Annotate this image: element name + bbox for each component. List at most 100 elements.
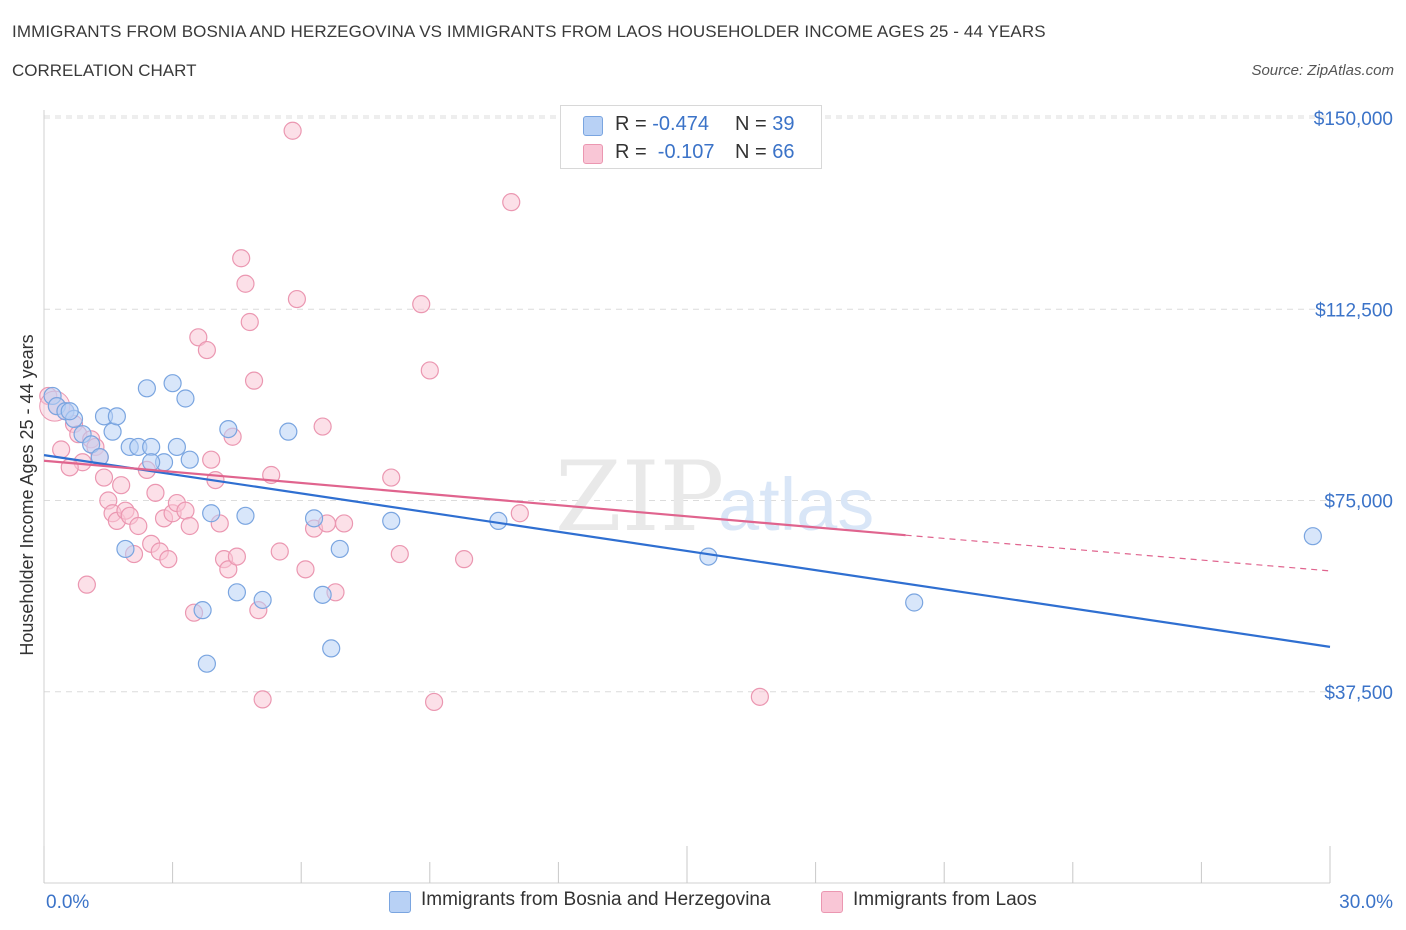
laos-point — [334, 514, 354, 533]
laos-point — [412, 295, 431, 314]
laos-point — [176, 501, 195, 520]
bosnia-point — [699, 547, 718, 566]
bosnia-point — [142, 453, 161, 472]
laos-point — [424, 692, 444, 712]
bosnia-point — [202, 504, 221, 523]
bosnia-point — [304, 509, 324, 528]
axes — [43, 110, 1331, 884]
y-tick-label: $112,500 — [1315, 300, 1393, 321]
legend-label: Immigrants from Laos — [853, 889, 1037, 910]
laos-point — [283, 121, 302, 140]
laos-point — [287, 289, 307, 309]
laos-point — [232, 249, 251, 268]
laos-point — [189, 328, 208, 347]
bosnia-point — [167, 437, 186, 457]
laos-point — [296, 560, 315, 579]
bosnia-swatch — [583, 116, 603, 136]
laos-point — [313, 417, 332, 436]
bosnia-point — [82, 435, 101, 454]
laos-trendline — [43, 459, 906, 537]
legend-label: Immigrants from Bosnia and Herzegovina — [421, 889, 771, 910]
r-value: -0.474 — [652, 113, 709, 135]
series-bosnia — [43, 374, 1322, 673]
r-value: -0.107 — [652, 141, 715, 163]
bosnia-point — [193, 601, 212, 620]
bosnia-point — [236, 506, 255, 525]
y-tick-label: $150,000 — [1314, 109, 1393, 130]
n-value: 39 — [772, 113, 795, 135]
stats-legend: R = -0.474 N = 39 R = -0.107 N = 66 — [560, 105, 822, 169]
series-laos — [39, 121, 769, 712]
laos-point — [270, 542, 289, 561]
laos-point — [112, 476, 131, 495]
laos-point — [253, 690, 272, 709]
x-tick-label-max: 30.0% — [1339, 892, 1393, 913]
n-label: N = — [735, 141, 773, 163]
laos-point — [180, 516, 199, 536]
laos-point — [510, 504, 529, 523]
laos-point — [159, 550, 178, 569]
trendlines — [43, 454, 1331, 648]
laos-point — [227, 547, 246, 566]
laos-point — [94, 468, 114, 487]
bosnia-point — [313, 585, 332, 604]
gridlines — [44, 115, 1330, 693]
watermark-zip: ZIP — [555, 441, 724, 553]
bosnia-point — [1303, 527, 1322, 546]
y-tick-label: $37,500 — [1324, 683, 1393, 704]
laos-point — [77, 575, 96, 594]
bosnia-legend-swatch — [389, 891, 411, 913]
bosnia-point — [116, 539, 135, 559]
bosnia-point — [382, 511, 401, 531]
laos-point — [382, 468, 401, 487]
laos-point — [146, 483, 165, 502]
n-label: N = — [735, 113, 773, 135]
bosnia-point — [107, 407, 126, 426]
y-axis-label: Householder Income Ages 25 - 44 years — [17, 334, 37, 655]
bosnia-point — [253, 590, 272, 610]
bosnia-point — [60, 402, 79, 421]
n-value: 66 — [772, 141, 795, 163]
laos-point — [244, 371, 264, 390]
laos-swatch — [583, 144, 603, 164]
bosnia-point — [322, 639, 341, 658]
laos-point — [420, 361, 439, 380]
bosnia-point — [103, 422, 122, 441]
bosnia-point — [279, 422, 298, 441]
bosnia-trendline — [43, 454, 1331, 648]
r-label: R = — [615, 113, 653, 135]
bosnia-point — [197, 654, 216, 673]
tick-labels: $37,500 $75,000 $112,500 $150,000 0.0% 30.0% — [46, 109, 1393, 913]
bosnia-point — [180, 450, 199, 469]
laos-point — [197, 340, 216, 360]
laos-point — [219, 560, 238, 579]
laos-trendline-extension — [905, 534, 1331, 572]
y-tick-label: $75,000 — [1324, 492, 1393, 513]
bosnia-point — [219, 420, 238, 439]
chart-subtitle: CORRELATION CHART — [12, 61, 197, 80]
laos-point — [390, 544, 409, 564]
laos-point — [454, 550, 474, 569]
bosnia-point — [163, 374, 182, 393]
r-label: R = — [615, 141, 653, 163]
laos-point — [236, 274, 255, 293]
x-tick-label-min: 0.0% — [46, 892, 89, 913]
laos-point — [202, 450, 221, 469]
bosnia-point — [330, 539, 349, 559]
laos-point — [240, 312, 259, 332]
bosnia-point — [176, 389, 195, 408]
laos-point — [502, 193, 521, 212]
laos-point — [129, 516, 148, 536]
bosnia-point — [905, 593, 924, 612]
bosnia-point — [227, 583, 246, 602]
laos-point — [750, 687, 769, 706]
bosnia-point — [137, 379, 156, 398]
laos-point — [52, 440, 71, 459]
watermark-atlas: atlas — [718, 463, 874, 546]
chart-title: IMMIGRANTS FROM BOSNIA AND HERZEGOVINA V… — [12, 22, 1046, 41]
watermark: ZIP atlas — [555, 441, 874, 553]
source-label: Source: ZipAtlas.com — [1251, 62, 1394, 79]
bosnia-point — [142, 437, 161, 457]
laos-legend-swatch — [821, 891, 843, 913]
